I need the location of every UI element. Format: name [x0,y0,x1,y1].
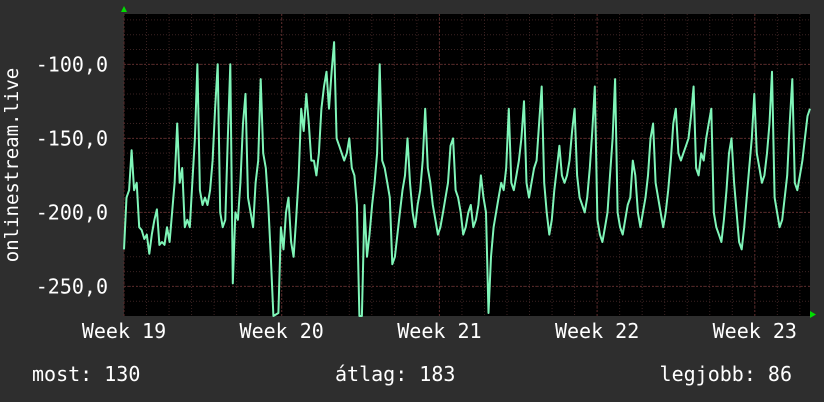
y-tick-labels: -100,0 -150,0 -200,0 -250,0 [36,52,108,298]
best-value: legjobb: 86 [659,362,792,386]
y-tick-label: -200,0 [36,200,108,224]
y-axis-arrow [121,6,127,12]
x-tick-label: Week 23 [713,319,797,343]
y-tick-label: -150,0 [36,126,108,150]
x-tick-label: Week 22 [555,319,639,343]
average-value: átlag: 183 [335,362,456,386]
y-axis-label: onlinestream.live [1,67,23,263]
series-group [123,41,811,317]
x-tick-label: Week 20 [240,319,324,343]
current-value: most: 130 [32,362,141,386]
x-axis-arrow [810,311,816,318]
y-tick-label: -100,0 [36,52,108,76]
x-tick-label: Week 21 [397,319,481,343]
grid-lines [123,14,810,316]
x-tick-label: Week 19 [82,319,166,343]
series-line [123,41,811,317]
y-tick-label: -250,0 [36,274,108,298]
x-tick-labels: Week 19 Week 20 Week 21 Week 22 Week 23 [82,319,797,343]
